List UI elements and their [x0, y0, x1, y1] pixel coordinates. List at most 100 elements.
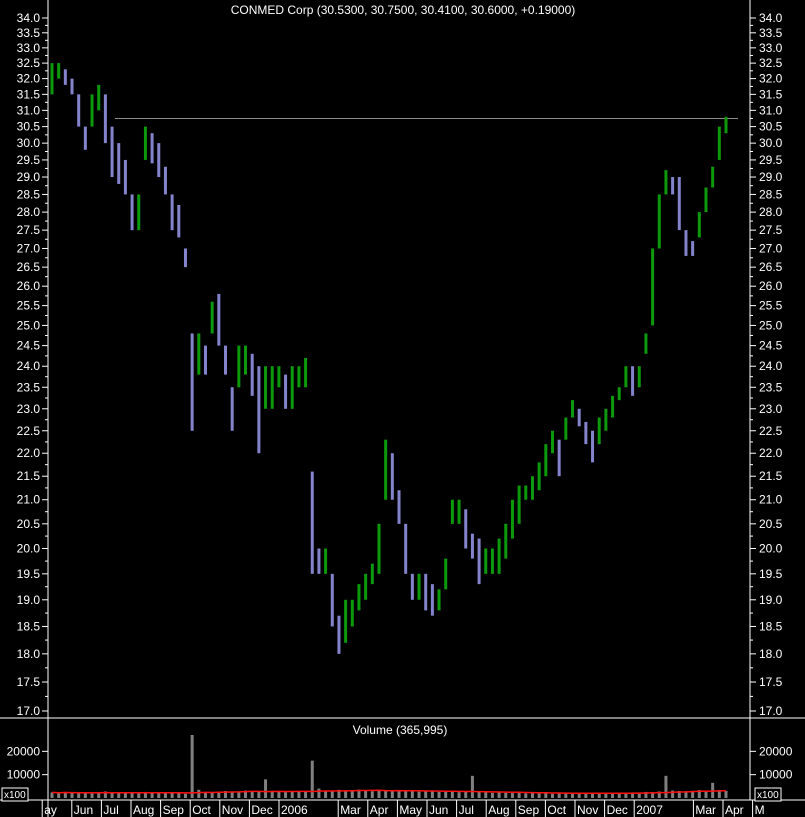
volume-bar — [444, 791, 448, 798]
price-bar — [284, 374, 288, 409]
volume-bar — [237, 791, 241, 798]
price-bar — [430, 584, 434, 616]
price-bar — [70, 78, 74, 95]
volume-bars — [50, 735, 728, 798]
y-tick-label-left: 17.5 — [17, 675, 41, 689]
y-tick-label-right: 25.5 — [759, 299, 783, 313]
price-bar — [123, 159, 127, 195]
volume-bar — [304, 791, 308, 798]
y-tick-label-left: 29.5 — [17, 153, 41, 167]
y-tick-label-right: 21.5 — [759, 469, 783, 483]
volume-bar — [330, 791, 334, 798]
price-bar — [717, 126, 721, 160]
price-bar — [484, 548, 488, 574]
y-tick-label-left: 26.5 — [17, 260, 41, 274]
price-bar — [444, 558, 448, 590]
price-bar — [711, 166, 715, 188]
price-bar — [370, 563, 374, 585]
volume-bar — [324, 790, 328, 798]
y-tick-label-left: 19.5 — [17, 567, 41, 581]
volume-bar — [517, 792, 521, 798]
price-bar — [417, 573, 421, 600]
y-tick-label-left: 32.0 — [17, 72, 41, 86]
y-tick-label-left: 32.5 — [17, 56, 41, 70]
volume-bar — [123, 792, 127, 798]
price-bar — [697, 212, 701, 238]
y-tick-label-left: 19.0 — [17, 593, 41, 607]
volume-bar — [264, 779, 268, 798]
price-bar — [537, 462, 541, 491]
price-bar — [217, 293, 221, 346]
x-tick-label: Sep — [163, 803, 185, 817]
price-bar — [57, 63, 61, 79]
price-bar — [183, 248, 187, 268]
price-bar — [657, 194, 661, 249]
volume-bar — [651, 792, 655, 798]
price-bar — [344, 599, 348, 643]
volume-bar — [337, 789, 341, 798]
y-tick-label-right: 32.0 — [759, 72, 783, 86]
volume-bar — [457, 792, 461, 798]
volume-bar — [117, 793, 121, 798]
volume-tick-label-right: 10000 — [759, 768, 793, 782]
y-tick-label-right: 34.0 — [759, 11, 783, 25]
price-bar — [597, 417, 601, 445]
price-bar — [591, 430, 595, 463]
price-bar — [110, 126, 114, 178]
price-bar — [390, 453, 394, 500]
price-bar — [310, 471, 314, 574]
price-bar — [557, 439, 561, 477]
volume-bar — [384, 791, 388, 798]
volume-bar — [183, 793, 187, 798]
volume-average-line — [51, 789, 727, 795]
price-bar — [457, 499, 461, 524]
y-tick-label-right: 29.0 — [759, 170, 783, 184]
volume-tick-label-left: 20000 — [7, 744, 41, 758]
unit-box-right — [754, 787, 782, 802]
x-tick-label: Oct — [192, 803, 211, 817]
y-tick-label-right: 17.0 — [759, 704, 783, 718]
volume-bar — [390, 791, 394, 798]
price-bar — [150, 133, 154, 164]
y-tick-label-left: 21.0 — [17, 493, 41, 507]
volume-bar — [524, 793, 528, 798]
y-tick-label-left: 18.5 — [17, 619, 41, 633]
price-bar — [604, 408, 608, 431]
y-tick-label-left: 28.5 — [17, 187, 41, 201]
volume-bar — [83, 792, 87, 798]
y-tick-label-left: 20.0 — [17, 542, 41, 556]
volume-bar — [564, 792, 568, 798]
price-bar — [203, 345, 207, 375]
price-bar — [103, 94, 107, 144]
x-tick-label: Nov — [577, 803, 598, 817]
price-bar — [611, 395, 615, 418]
x-tick-label: Jul — [459, 803, 474, 817]
price-bar — [651, 248, 655, 326]
volume-bar — [637, 792, 641, 798]
y-tick-label-left: 30.5 — [17, 120, 41, 134]
y-tick-label-right: 26.5 — [759, 260, 783, 274]
price-bar — [490, 548, 494, 574]
volume-bar — [364, 790, 368, 798]
volume-bar — [310, 760, 314, 798]
volume-bar — [163, 793, 167, 798]
volume-bar — [344, 791, 348, 798]
price-bar — [63, 69, 67, 85]
volume-bar — [357, 789, 361, 798]
volume-bar — [203, 791, 207, 798]
price-bar — [724, 116, 728, 134]
volume-bar — [490, 792, 494, 798]
x-tick-label: Jun — [429, 803, 448, 817]
price-bar — [524, 485, 528, 500]
volume-bar — [404, 791, 408, 798]
y-tick-label-left: 23.0 — [17, 402, 41, 416]
y-tick-label-left: 25.5 — [17, 299, 41, 313]
x-tick-label: Mar — [695, 803, 716, 817]
price-bar — [544, 444, 548, 477]
y-tick-label-right: 27.0 — [759, 241, 783, 255]
volume-bar — [317, 788, 321, 798]
volume-bar — [130, 792, 134, 798]
price-bar — [77, 94, 81, 127]
